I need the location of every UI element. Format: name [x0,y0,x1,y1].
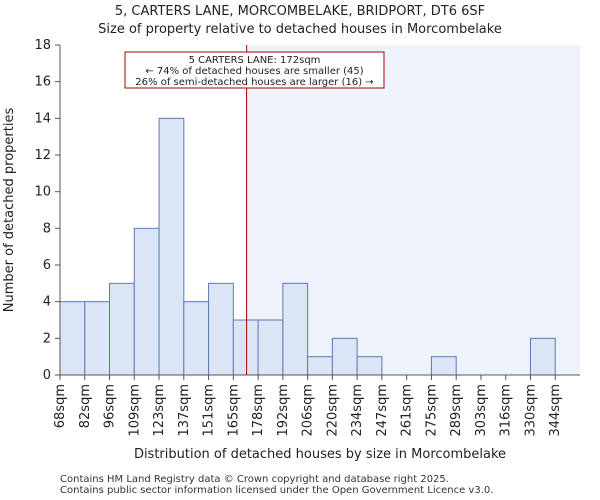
x-tick-label: 123sqm [152,384,167,437]
x-tick-label: 261sqm [400,384,415,437]
x-tick-label: 178sqm [251,384,266,437]
x-tick-label: 220sqm [325,384,340,437]
bar-234sqm [356,356,383,376]
bar-96sqm [109,282,135,376]
x-tick-label: 96sqm [103,384,118,428]
annotation-line-3: 26% of semi-detached houses are larger (… [135,77,373,88]
bar-220sqm [331,337,358,376]
bar-82sqm [84,301,111,376]
x-tick-label: 275sqm [424,384,439,437]
bar-206sqm [307,356,333,376]
x-tick-label: 165sqm [226,384,241,437]
x-tick-label: 137sqm [177,384,192,437]
y-tick-label: 16 [34,75,51,90]
x-tick-label: 330sqm [523,384,538,437]
bar-109sqm [133,227,160,376]
x-tick-label: 234sqm [350,384,365,437]
bar-68sqm [59,301,86,376]
x-tick-label: 109sqm [127,384,142,437]
y-tick-label: 14 [34,111,51,126]
bar-275sqm [430,356,457,376]
y-tick-label: 8 [43,221,51,236]
bar-165sqm [232,319,259,376]
annotation-line-1: 5 CARTERS LANE: 172sqm [189,55,321,66]
footer-licence: Contains public sector information licen… [60,485,494,496]
y-tick-label: 10 [34,185,51,200]
bar-123sqm [158,117,185,376]
x-tick-label: 344sqm [548,384,563,437]
annotation-box [124,51,385,89]
bar-137sqm [183,301,210,376]
y-tick-label: 18 [34,38,51,53]
x-tick-label: 192sqm [276,384,291,437]
annotation-line-2: ← 74% of detached houses are smaller (45… [145,66,363,77]
y-tick-label: 4 [43,295,51,310]
x-tick-label: 303sqm [474,384,489,437]
bar-178sqm [257,319,284,376]
chart-subtitle: Size of property relative to detached ho… [98,22,502,37]
x-tick-label: 247sqm [375,384,390,437]
x-tick-label: 151sqm [202,384,217,437]
x-axis-title: Distribution of detached houses by size … [134,447,506,462]
y-tick-label: 0 [43,368,51,383]
bar-330sqm [529,337,556,376]
y-tick-label: 6 [43,258,51,273]
y-tick-label: 2 [43,331,51,346]
x-tick-label: 82sqm [78,384,93,428]
footer-copyright: Contains HM Land Registry data © Crown c… [60,474,449,485]
bar-192sqm [282,282,309,376]
x-tick-label: 68sqm [53,384,68,428]
bar-151sqm [208,282,234,376]
chart-title: 5, CARTERS LANE, MORCOMBELAKE, BRIDPORT,… [114,4,486,19]
x-tick-label: 316sqm [499,384,514,437]
x-tick-label: 289sqm [449,384,464,437]
y-tick-label: 12 [34,148,51,163]
x-tick-label: 206sqm [301,384,316,437]
y-axis-title: Number of detached properties [2,108,17,313]
